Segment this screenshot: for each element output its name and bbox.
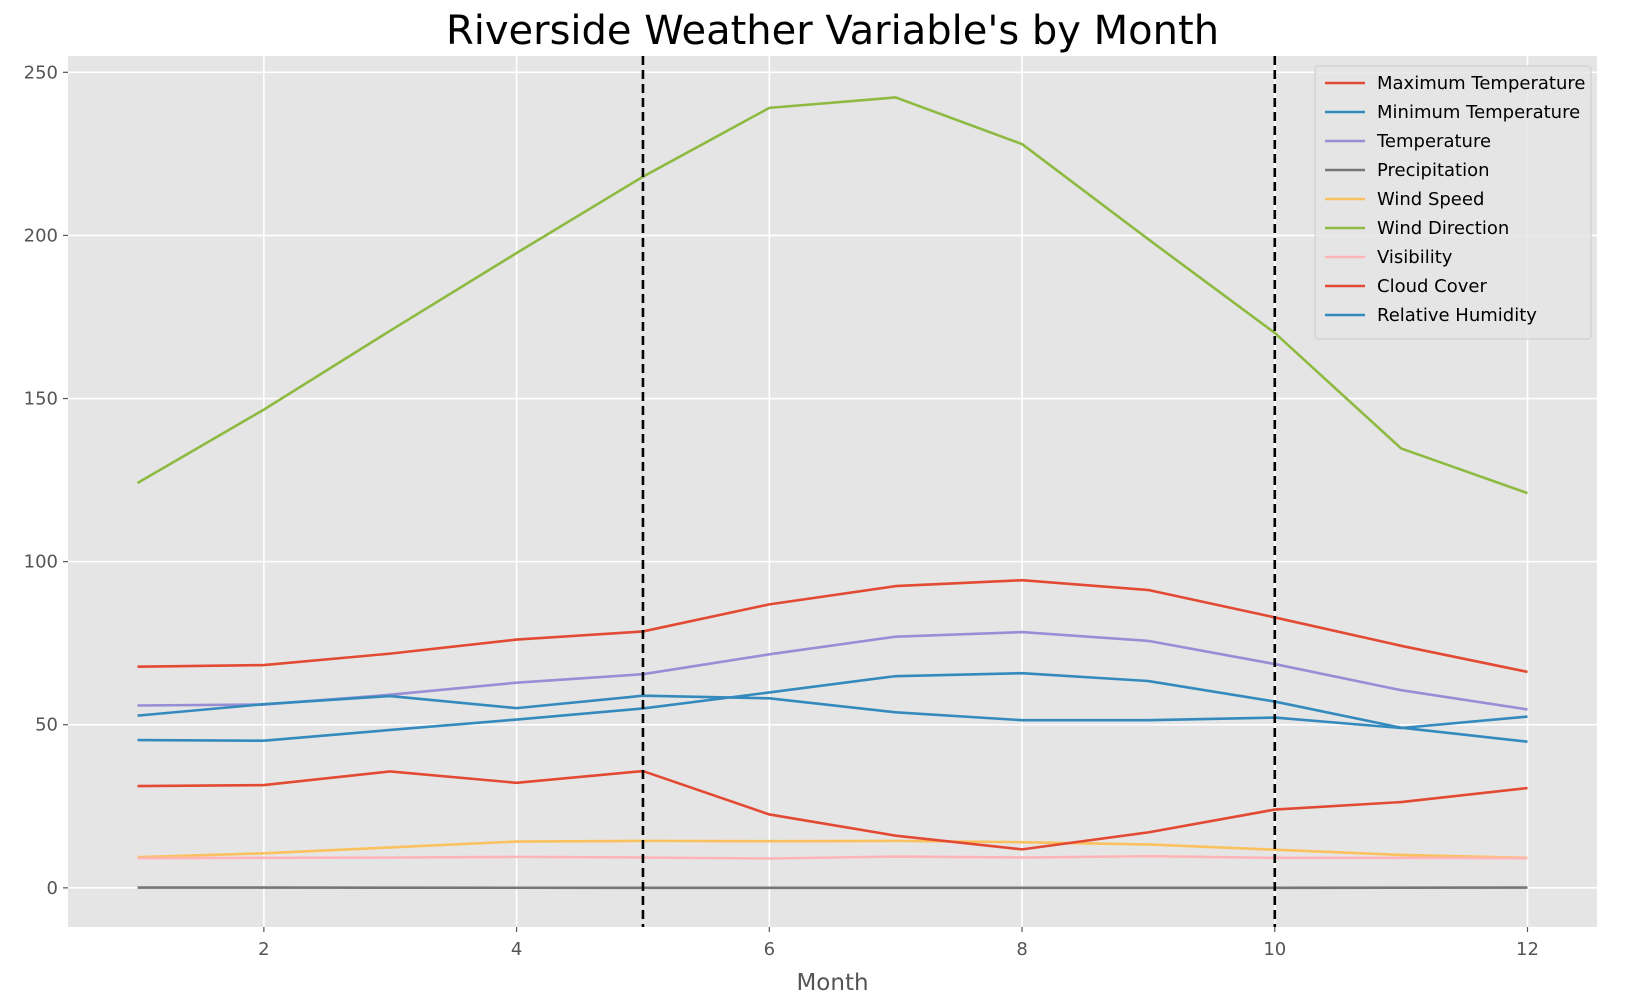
y-tick-label: 150 [24,389,58,410]
series-line-cloud-cover [137,769,1528,851]
x-tick-label: 6 [764,939,775,960]
reference-lines [641,56,1277,927]
series-lines [136,96,1528,890]
legend: Maximum Temperature Minimum Temperature Te… [1314,65,1592,340]
x-tick-label: 10 [1263,939,1286,960]
legend-label: Maximum Temperature [1377,73,1585,94]
legend-label: Temperature [1376,131,1491,152]
x-tick-label: 12 [1516,939,1539,960]
legend-item: Precipitation [1325,160,1490,181]
legend-label: Relative Humidity [1377,305,1537,326]
y-tick-label: 50 [35,715,58,736]
legend-item: Maximum Temperature [1325,73,1585,94]
series-line-wind-direction [136,96,1528,495]
legend-box [1314,65,1592,340]
series-line-wind-speed [137,839,1528,860]
y-tick-label: 0 [47,878,58,899]
y-tick-label: 250 [24,62,58,83]
y-tick-label: 100 [24,552,58,573]
x-tick-label: 8 [1016,939,1027,960]
series-line-visibility [137,854,1528,860]
series-line-relative-humidity [137,694,1528,730]
legend-item: Minimum Temperature [1325,102,1580,123]
x-axis-title: Month [796,970,868,996]
x-tick-label: 4 [511,939,522,960]
legend-item: Wind Direction [1325,218,1509,239]
legend-label: Wind Direction [1377,218,1509,239]
legend-label: Wind Speed [1377,189,1484,210]
legend-label: Precipitation [1377,160,1490,181]
y-tick-label: 200 [24,225,58,246]
legend-item: Relative Humidity [1325,305,1537,326]
legend-item: Visibility [1325,247,1453,268]
chart-title: Riverside Weather Variable's by Month [446,8,1219,54]
legend-label: Cloud Cover [1377,276,1487,297]
legend-label: Minimum Temperature [1377,102,1580,123]
legend-label: Visibility [1377,247,1453,268]
y-axis-ticks: 0 50 100 150 200 250 [24,62,68,899]
series-line-maximum-temperature [137,578,1528,674]
legend-item: Temperature [1325,131,1491,152]
legend-item: Wind Speed [1325,189,1484,210]
series-line-minimum-temperature [137,671,1528,744]
x-axis-ticks: 2 4 6 8 10 12 [258,927,1539,960]
legend-item: Cloud Cover [1325,276,1487,297]
x-tick-label: 2 [258,939,269,960]
